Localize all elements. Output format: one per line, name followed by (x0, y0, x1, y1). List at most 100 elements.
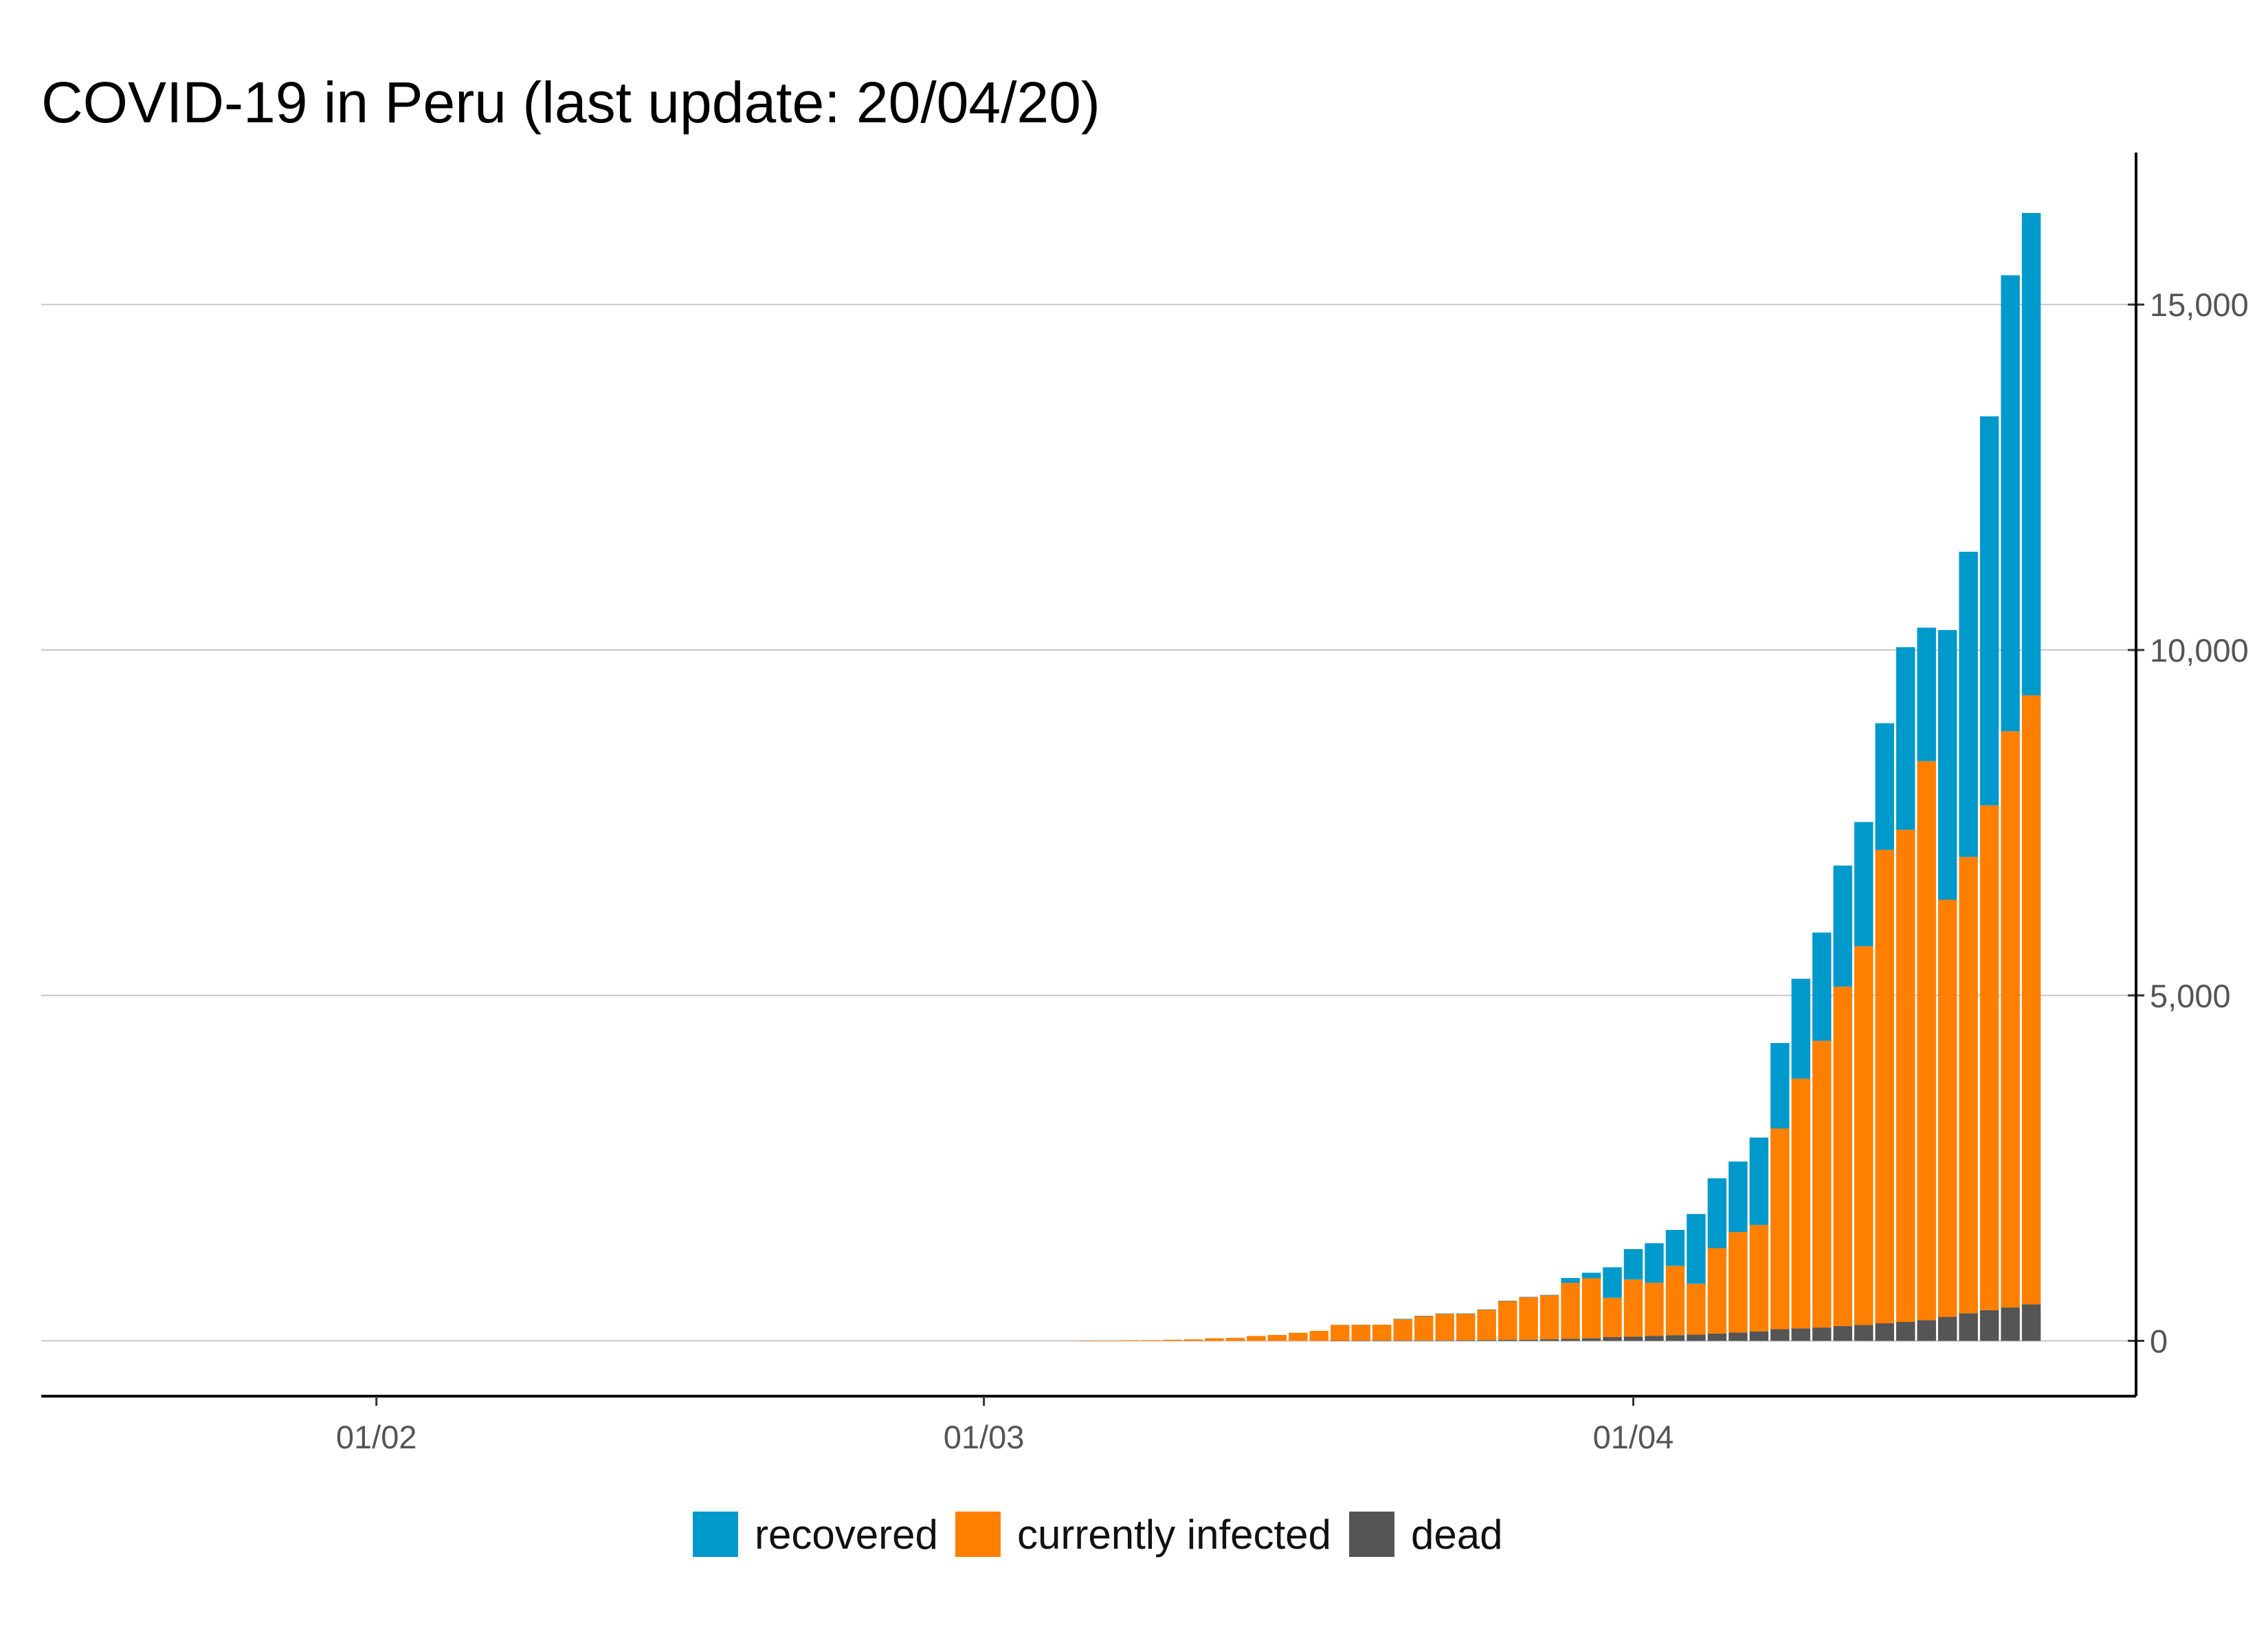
bar-recovered (1749, 1137, 1769, 1225)
bar-currently-infected (1079, 1340, 1098, 1342)
bar-currently-infected (1749, 1224, 1769, 1332)
bar-recovered (1959, 552, 1978, 857)
bar-currently-infected (1163, 1339, 1182, 1341)
legend-label: currently infected (1017, 1512, 1331, 1558)
bar-currently-infected (1414, 1316, 1434, 1341)
bar-dead (1833, 1325, 1852, 1341)
bar-dead (1561, 1338, 1580, 1341)
bar-currently-infected (1728, 1232, 1748, 1333)
bar-currently-infected (1623, 1279, 1643, 1337)
bar-currently-infected (1979, 805, 1999, 1310)
bar-currently-infected (1309, 1330, 1328, 1341)
bar-currently-infected (1937, 899, 1957, 1317)
bar-dead (2021, 1304, 2041, 1341)
bar-currently-infected (2001, 731, 2020, 1308)
bar-currently-infected (1435, 1313, 1454, 1340)
bar-dead (1645, 1336, 1664, 1341)
bar-currently-infected (1645, 1282, 1664, 1336)
bar-dead (1791, 1328, 1811, 1341)
bar-currently-infected (1183, 1339, 1203, 1341)
bar-dead (1519, 1339, 1538, 1341)
bar-currently-infected (1854, 946, 1874, 1325)
bar-recovered (1896, 647, 1915, 830)
bar-currently-infected (1687, 1283, 1706, 1335)
bar-recovered (2001, 275, 2020, 732)
bar-recovered (1603, 1267, 1622, 1298)
bar-dead (1351, 1340, 1370, 1341)
bar-dead (1331, 1340, 1350, 1341)
bar-dead (1728, 1332, 1748, 1341)
bar-recovered (1917, 627, 1936, 761)
bar-currently-infected (1289, 1332, 1308, 1341)
x-tick-label: 01/02 (336, 1419, 417, 1455)
bar-recovered (1728, 1161, 1748, 1233)
legend-swatch-dead (1349, 1512, 1394, 1557)
axes-layer: 0 5,000 10,000 15,000 01/02 01/03 01/04 (41, 153, 2249, 1455)
bar-recovered (1707, 1178, 1727, 1248)
bar-currently-infected (1707, 1248, 1727, 1334)
legend: recovered currently infected dead (693, 1512, 1502, 1558)
bar-currently-infected (1225, 1338, 1245, 1341)
bar-currently-infected (1539, 1294, 1559, 1340)
legend-swatch-currently-infected (955, 1512, 1001, 1557)
bar-recovered (1833, 865, 1852, 987)
bar-dead (1917, 1320, 1936, 1341)
x-tick-label: 01/04 (1593, 1419, 1674, 1455)
bar-currently-infected (1331, 1325, 1350, 1341)
bar-currently-infected (1875, 849, 1894, 1324)
y-tick-label: 5,000 (2150, 978, 2231, 1014)
bar-dead (1959, 1313, 1978, 1341)
bar-currently-infected (1393, 1319, 1412, 1341)
bar-currently-infected (1770, 1128, 1790, 1330)
bar-recovered (1645, 1243, 1664, 1283)
bar-recovered (1937, 629, 1957, 900)
bar-dead (1623, 1336, 1643, 1341)
bar-dead (1539, 1339, 1559, 1341)
bar-currently-infected (2021, 695, 2041, 1305)
bar-dead (1854, 1325, 1874, 1341)
bar-currently-infected (1561, 1283, 1580, 1339)
bar-currently-infected (1498, 1301, 1517, 1340)
y-tick-label: 15,000 (2150, 287, 2249, 323)
bar-currently-infected (1603, 1297, 1622, 1338)
bar-recovered (2021, 212, 2041, 696)
bar-currently-infected (1812, 1040, 1832, 1328)
bar-dead (1937, 1316, 1957, 1341)
y-tick-label: 0 (2150, 1323, 2168, 1360)
bar-recovered (1623, 1249, 1643, 1280)
bar-dead (1979, 1310, 1999, 1341)
bar-dead (1414, 1340, 1434, 1341)
bar-dead (1707, 1333, 1727, 1341)
bar-currently-infected (1100, 1340, 1120, 1341)
bar-recovered (1539, 1294, 1559, 1296)
bar-recovered (1581, 1272, 1601, 1279)
bar-dead (2001, 1307, 2020, 1341)
bar-currently-infected (1247, 1336, 1266, 1341)
bar-currently-infected (1121, 1340, 1140, 1341)
bar-currently-infected (1267, 1334, 1287, 1341)
bar-currently-infected (1896, 829, 1915, 1323)
bar-dead (1498, 1339, 1517, 1341)
legend-label: recovered (755, 1512, 938, 1558)
bar-currently-infected (1456, 1313, 1476, 1340)
chart-title: COVID-19 in Peru (last update: 20/04/20) (41, 70, 1100, 135)
bar-recovered (1519, 1297, 1538, 1298)
bar-currently-infected (1205, 1338, 1224, 1341)
bar-dead (1435, 1340, 1454, 1341)
bar-dead (1393, 1340, 1412, 1341)
bar-currently-infected (1581, 1278, 1601, 1338)
bar-dead (1770, 1329, 1790, 1341)
legend-label: dead (1411, 1512, 1502, 1558)
y-tick-label: 10,000 (2150, 632, 2249, 669)
bar-recovered (1770, 1043, 1790, 1129)
bar-dead (1896, 1322, 1915, 1341)
bar-dead (1875, 1323, 1894, 1341)
bar-recovered (1812, 932, 1832, 1041)
bar-dead (1603, 1337, 1622, 1341)
bar-recovered (1979, 416, 1999, 806)
bar-currently-infected (1519, 1297, 1538, 1340)
bar-currently-infected (1791, 1078, 1811, 1329)
bar-recovered (1665, 1230, 1685, 1266)
legend-swatch-recovered (693, 1512, 738, 1557)
